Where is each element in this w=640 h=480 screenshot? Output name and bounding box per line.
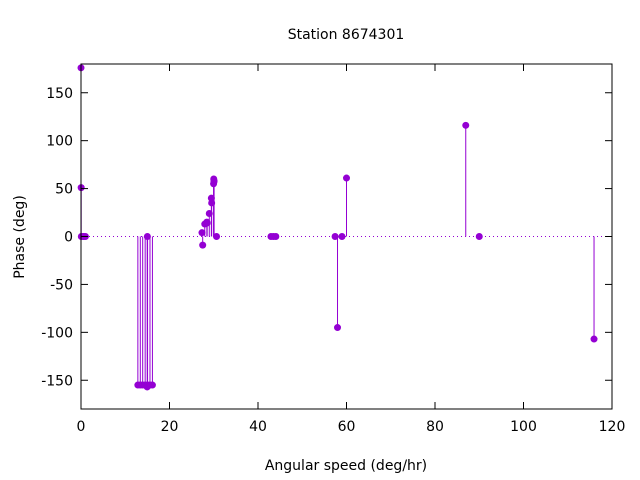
- y-tick-label: -50: [50, 277, 73, 293]
- stems-layer: [80, 67, 595, 387]
- data-point: [210, 177, 218, 185]
- y-tick-label: 0: [64, 230, 73, 246]
- x-tick-label: 80: [426, 419, 444, 435]
- data-point: [272, 233, 280, 240]
- data-point: [462, 121, 470, 129]
- data-point: [199, 241, 207, 249]
- x-tick-label: 40: [249, 419, 267, 435]
- y-tick-label: 100: [46, 134, 73, 150]
- x-tick-label: 60: [338, 419, 356, 435]
- y-tick-label: -150: [41, 373, 73, 389]
- data-point: [331, 233, 339, 240]
- data-point: [203, 219, 211, 227]
- data-point: [198, 229, 206, 237]
- x-tick-label: 20: [161, 419, 179, 435]
- y-tick-label: 150: [46, 86, 73, 102]
- x-tick-label: 0: [77, 419, 86, 435]
- data-point: [475, 233, 483, 240]
- x-tick-label: 100: [510, 419, 537, 435]
- x-tick-label: 120: [599, 419, 626, 435]
- data-point: [338, 233, 346, 240]
- data-point: [205, 210, 213, 217]
- y-tick-label: -100: [41, 325, 73, 341]
- markers-layer: [77, 64, 598, 391]
- data-point: [208, 199, 216, 207]
- data-point: [148, 381, 156, 389]
- data-point: [590, 335, 598, 343]
- data-point: [343, 174, 350, 182]
- data-point: [334, 324, 342, 332]
- data-point: [213, 233, 221, 240]
- y-tick-label: 50: [55, 182, 73, 198]
- y-axis-label: Phase (deg): [12, 195, 28, 279]
- x-axis-label: Angular speed (deg/hr): [265, 458, 427, 474]
- data-point: [143, 233, 151, 240]
- ticks-layer: -150 -100 -50 0 50 100 150 0 20 40 60 80 100 120: [41, 64, 625, 435]
- chart-title: Station 8674301: [288, 27, 405, 43]
